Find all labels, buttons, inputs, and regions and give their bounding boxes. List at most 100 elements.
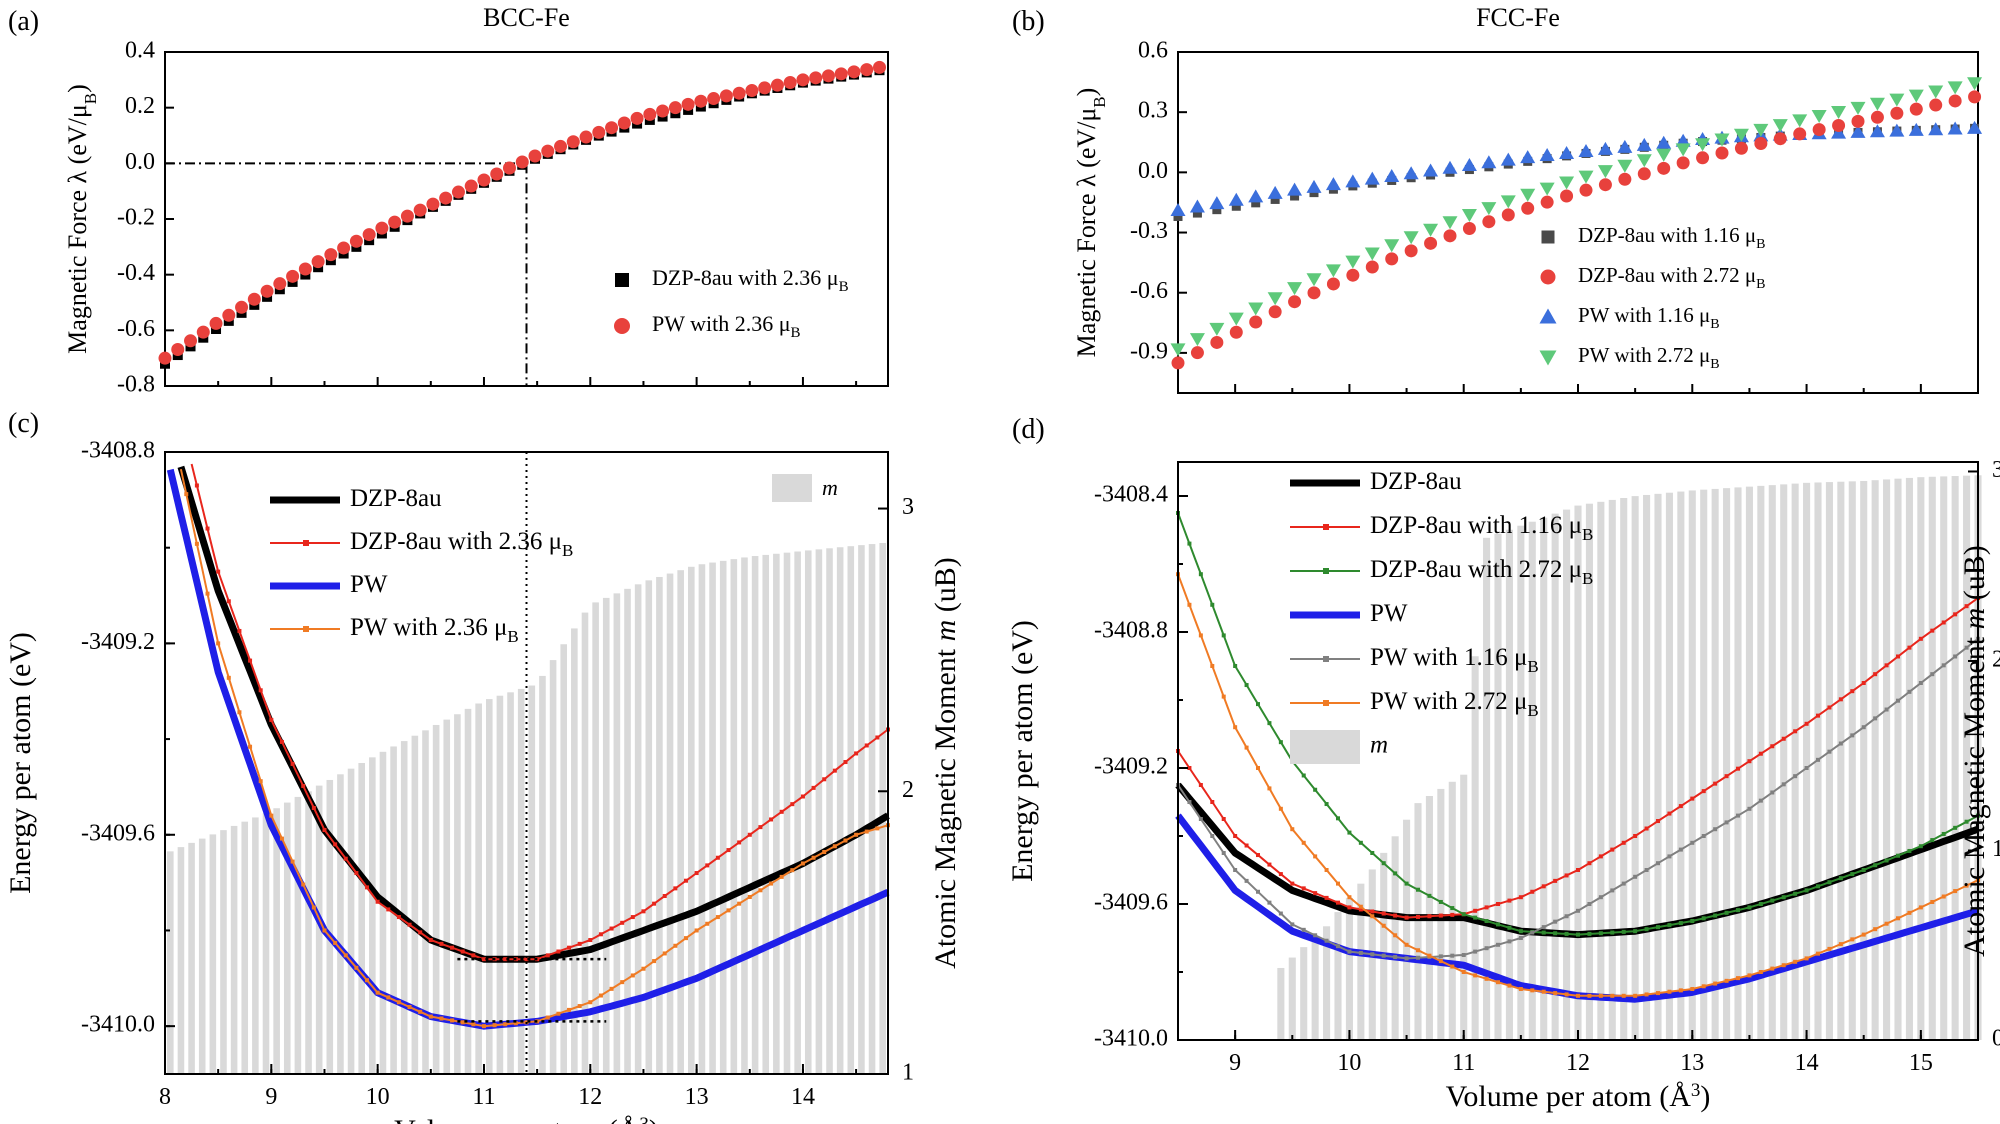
curve-marker-1 <box>333 842 338 847</box>
curve-marker-2 <box>1358 840 1363 845</box>
data-point-pw <box>847 65 861 79</box>
moment-bar <box>1803 482 1811 1040</box>
data-point-series-0 <box>1192 208 1202 218</box>
x-tick-label: 13 <box>685 1084 709 1110</box>
legend-marker <box>1539 308 1557 324</box>
curve-marker-5 <box>1301 840 1306 845</box>
data-point-series-1 <box>1171 356 1185 370</box>
curve-marker-2 <box>1233 664 1238 668</box>
curve-marker-5 <box>1198 633 1203 638</box>
moment-bar <box>1563 509 1571 1041</box>
panel-label: (d) <box>1012 414 1045 445</box>
curve-marker-5 <box>1918 905 1923 910</box>
curve-marker-2 <box>1301 773 1306 778</box>
curve-marker-1 <box>1541 884 1546 889</box>
curve-marker-3 <box>715 915 720 920</box>
curve-marker-5 <box>1541 989 1546 994</box>
curve-marker-1 <box>1644 826 1649 831</box>
y-tick-label: 0.3 <box>1138 98 1168 124</box>
x-tick-label: 12 <box>1566 1050 1590 1076</box>
curve-marker-3 <box>279 836 284 841</box>
moment-bar <box>688 566 695 1074</box>
curve-marker-4 <box>1324 938 1329 943</box>
curve-marker-2 <box>1747 905 1752 910</box>
curve-marker-1 <box>450 945 455 950</box>
data-point-pw <box>413 203 427 217</box>
curve-marker-2 <box>1781 895 1786 900</box>
curve-marker-3 <box>737 901 742 906</box>
curve-marker-5 <box>1427 953 1432 958</box>
moment-bar <box>1471 656 1479 1040</box>
y-axis-label: Magnetic Force λ (eV/μB) <box>63 84 100 354</box>
y2-tick-label: 3 <box>1992 457 2000 483</box>
data-point-pw <box>732 86 746 100</box>
moment-bar <box>1757 485 1765 1040</box>
curve-marker-2 <box>1884 858 1889 863</box>
data-point-pw <box>235 300 249 314</box>
curve-marker-1 <box>1290 881 1295 886</box>
legend-label: DZP-8au <box>350 485 442 512</box>
curve-marker-3 <box>769 881 774 886</box>
data-point-series-2 <box>1831 125 1847 139</box>
curve-marker-4 <box>1598 895 1603 900</box>
curve-marker-3 <box>567 1007 572 1012</box>
moment-bar <box>358 763 365 1074</box>
curve-marker-1 <box>481 957 486 962</box>
data-point-series-3 <box>1869 97 1885 111</box>
curve-marker-3 <box>758 888 763 893</box>
curve-marker-4 <box>1701 834 1706 838</box>
data-point-series-3 <box>1656 148 1672 162</box>
curve-marker-4 <box>1964 645 1969 650</box>
moment-bar <box>326 779 334 1074</box>
legend-marker <box>1539 350 1557 366</box>
curve-marker-1 <box>1873 672 1878 677</box>
y-tick-label: -0.6 <box>1130 278 1168 304</box>
data-point-pw <box>681 97 695 111</box>
moment-bar <box>549 660 557 1074</box>
curve-marker-5 <box>1953 889 1958 894</box>
data-point-series-2 <box>1189 199 1205 213</box>
data-point-pw <box>694 94 708 108</box>
moment-bar <box>836 547 844 1074</box>
curve-marker-1 <box>1610 847 1615 852</box>
curve-marker-1 <box>567 945 572 950</box>
legend-label: DZP-8au with 1.16 μB <box>1578 223 1765 252</box>
curve-marker-4 <box>1541 925 1546 930</box>
data-point-series-2 <box>1209 196 1225 210</box>
curve-marker-1 <box>545 953 550 958</box>
data-point-series-3 <box>1947 81 1963 95</box>
curve-marker-1 <box>418 930 423 935</box>
legend-label: PW with 1.16 μB <box>1578 303 1720 332</box>
curve-marker-5 <box>1587 993 1592 998</box>
data-point-pw <box>541 144 555 158</box>
moment-bar <box>804 550 812 1074</box>
data-point-series-2 <box>1520 150 1536 164</box>
data-point-series-2 <box>1287 182 1303 196</box>
data-point-series-2 <box>1636 137 1652 151</box>
curve-marker-3 <box>322 928 327 933</box>
y-tick-label: -3409.6 <box>81 820 155 846</box>
moment-bar <box>1551 513 1559 1040</box>
data-point-pw <box>796 73 810 87</box>
curve-marker-3 <box>354 965 359 970</box>
curve-marker-1 <box>1747 759 1752 764</box>
curve-marker-1 <box>1187 766 1192 770</box>
data-point-pw <box>286 269 300 283</box>
curve-marker-1 <box>226 599 231 604</box>
curve-marker-1 <box>375 899 380 904</box>
data-point-pw <box>426 197 440 211</box>
curve-marker-4 <box>1781 782 1786 787</box>
data-point-series-3 <box>1520 188 1536 202</box>
data-point-series-3 <box>1675 143 1691 157</box>
data-point-pw <box>209 316 223 330</box>
curve-marker-5 <box>1381 923 1386 928</box>
data-point-series-3 <box>1384 239 1400 253</box>
legend-label: PW with 2.72 μB <box>1578 343 1720 372</box>
curve-marker-5 <box>1964 883 1969 888</box>
data-point-pw <box>872 60 886 74</box>
data-point-series-2 <box>1850 124 1866 138</box>
curve-marker-3 <box>726 908 731 913</box>
y2-tick-label: 0 <box>1992 1026 2000 1052</box>
moment-bar <box>1825 482 1833 1040</box>
